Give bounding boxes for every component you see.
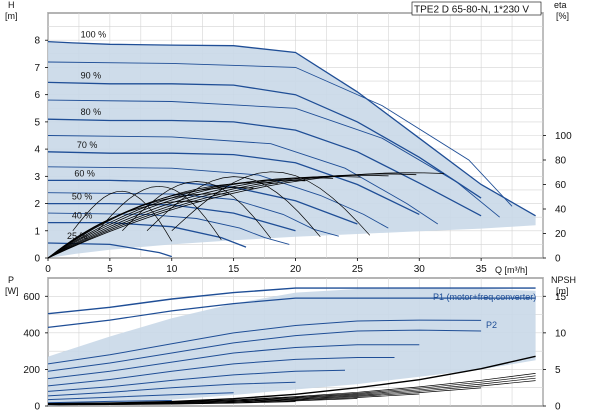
y-left-tick-label: 1 xyxy=(34,226,40,237)
y-right-tick-label: 0 xyxy=(555,254,561,265)
speed-curve xyxy=(47,118,482,217)
efficiency-curve xyxy=(47,179,306,259)
power-curve xyxy=(47,392,234,401)
y-left-label-bottom: P xyxy=(8,275,14,285)
y-left-tick-label: 200 xyxy=(23,365,40,376)
y-left-tick-label: 0 xyxy=(34,254,40,265)
x-ticks-top: 0 5 10 15 20 25 30 35 xyxy=(45,258,487,275)
x-tick-label: 30 xyxy=(414,264,426,275)
operating-region-top xyxy=(48,41,536,258)
intermediate-curve xyxy=(47,192,339,237)
speed-curve xyxy=(48,179,358,225)
y-right-tick-label: 20 xyxy=(555,229,567,240)
efficiency-curves xyxy=(47,171,445,259)
power-curve xyxy=(47,400,172,404)
intermediate-curve xyxy=(47,212,290,245)
power-curve xyxy=(47,329,482,372)
y-left-tick-label: 3 xyxy=(34,172,40,183)
intermediate-curve xyxy=(47,61,513,207)
y-left-label-top: H xyxy=(8,0,15,10)
y-left-tick-label: 0 xyxy=(34,402,40,413)
speed-curve-label: 100 % xyxy=(81,30,107,40)
y-left-unit-top: [m] xyxy=(5,11,18,21)
x-tick-label: 15 xyxy=(228,264,240,275)
y-left-tick-label: 6 xyxy=(34,90,40,101)
npsh-curve xyxy=(47,355,536,405)
speed-curve xyxy=(47,81,482,199)
y-right-tick-label: 5 xyxy=(555,365,561,376)
speed-curve xyxy=(47,40,536,217)
efficiency-arc xyxy=(97,185,222,241)
legend-p1: P1 (motor+freq.converter) xyxy=(433,292,536,302)
speed-curve xyxy=(47,151,420,215)
speed-curves: 100 % 90 % 80 % 70 % 60 % 50 % 40 % 25 % xyxy=(47,30,536,258)
y-right-label-top: eta xyxy=(554,0,567,10)
legend-p2: P2 xyxy=(486,320,497,330)
y-left-tick-label: 4 xyxy=(34,145,40,156)
efficiency-curve xyxy=(47,177,334,259)
y-right-tick-label: 10 xyxy=(555,328,567,339)
x-tick-label: 35 xyxy=(476,264,488,275)
y-right-tick-label: 40 xyxy=(555,205,567,216)
y-right-unit-bottom: [m] xyxy=(556,286,569,296)
y-left-unit-bottom: [W] xyxy=(5,286,19,296)
y-left-tick-label: 5 xyxy=(34,117,40,128)
p1-curve xyxy=(47,287,536,315)
intermediate-curve xyxy=(47,135,439,225)
x-tick-label: 20 xyxy=(290,264,302,275)
power-curve xyxy=(47,369,346,392)
x-tick-label: 25 xyxy=(352,264,364,275)
y-right-tick-label: 0 xyxy=(555,402,561,413)
y-right-label-bottom: NPSH xyxy=(551,275,576,285)
speed-curve-label: 70 % xyxy=(77,140,98,150)
power-curve xyxy=(47,357,395,387)
power-curve xyxy=(47,319,482,365)
y-right-ticks-bottom: 0 5 10 15 xyxy=(543,292,567,413)
y-left-tick-label: 8 xyxy=(34,36,40,47)
power-curve xyxy=(47,344,420,380)
y-right-tick-label: 60 xyxy=(555,180,567,191)
speed-curve xyxy=(48,221,247,248)
bottom-chart: 0 200 400 600 0 5 10 15 P [W] NPSH [m] P1 (mot… xyxy=(5,275,576,413)
speed-curve-label: 90 % xyxy=(81,70,102,80)
speed-curve-label: 50 % xyxy=(72,192,93,202)
power-curve xyxy=(47,381,296,397)
y-right-tick-label: 80 xyxy=(555,156,567,167)
speed-curve-label: 25 % xyxy=(67,231,88,241)
efficiency-arc xyxy=(171,171,371,236)
y-left-tick-label: 2 xyxy=(34,199,40,210)
power-curves xyxy=(47,319,536,406)
y-left-ticks-top: 0 1 2 3 4 5 6 7 8 xyxy=(34,36,48,265)
chart-title: TPE2 D 65-80-N, 1*230 V xyxy=(414,5,529,16)
x-tick-label: 10 xyxy=(166,264,178,275)
efficiency-curve xyxy=(47,172,445,259)
speed-curve-label: 60 % xyxy=(74,168,95,178)
x-axis-label-top: Q [m³/h] xyxy=(495,265,528,275)
top-chart: 100 %90 %80 %70 %60 %50 %40 %25 % 0 5 10 15… xyxy=(5,0,572,275)
y-left-tick-label: 7 xyxy=(34,63,40,74)
y-left-ticks-bottom: 0 200 400 600 xyxy=(23,292,48,413)
intermediate-curves-top xyxy=(47,61,513,245)
x-tick-label: 5 xyxy=(107,264,113,275)
speed-curve xyxy=(48,202,296,232)
efficiency-arc xyxy=(72,190,173,242)
efficiency-arc xyxy=(122,181,272,239)
p2-curve xyxy=(47,297,536,328)
intermediate-curve xyxy=(47,166,389,229)
chart-title-box xyxy=(411,1,542,16)
y-right-ticks-top: 0 20 40 60 80 100 xyxy=(543,131,572,265)
y-left-tick-label: 400 xyxy=(23,328,40,339)
speed-curve-label: 80 % xyxy=(81,107,102,117)
y-right-unit-top: [%] xyxy=(556,11,569,21)
y-right-tick-label: 100 xyxy=(555,131,572,142)
y-left-tick-label: 600 xyxy=(23,292,40,303)
intermediate-curve xyxy=(47,99,500,218)
x-tick-label: 0 xyxy=(45,264,51,275)
y-right-tick-label: 15 xyxy=(555,292,567,303)
efficiency-arc xyxy=(146,176,321,238)
speed-curve-label: 40 % xyxy=(72,211,93,221)
